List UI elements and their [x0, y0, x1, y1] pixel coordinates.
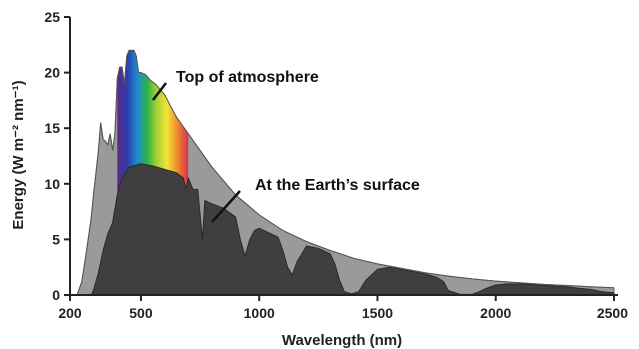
top-of-atmosphere-label: Top of atmosphere [176, 69, 319, 86]
y-tick-label: 25 [44, 9, 60, 25]
x-axis-title: Wavelength (nm) [282, 332, 402, 349]
x-tick-label: 2000 [480, 305, 511, 321]
top-of-atmosphere-outline [76, 49, 615, 296]
y-tick-label: 15 [44, 120, 60, 136]
y-tick-label: 5 [52, 231, 60, 247]
x-tick-label: 1000 [244, 305, 275, 321]
y-axis-title: Energy (W m⁻² nm⁻¹) [10, 80, 27, 229]
x-tick-label: 200 [58, 305, 82, 321]
x-tick-label: 500 [129, 305, 153, 321]
y-tick-label: 20 [44, 65, 60, 81]
x-tick-label: 1500 [362, 305, 393, 321]
earth-surface-label: At the Earth’s surface [255, 177, 420, 194]
axes [69, 17, 618, 296]
top-of-atmosphere-pointer [152, 82, 167, 101]
ticks: 0 5 10 15 20 25 200 500 1000 1500 2000 2500 [44, 9, 628, 321]
x-tick-label: 2500 [597, 305, 628, 321]
earth-surface-pointer [211, 190, 241, 223]
y-tick-label: 10 [44, 176, 60, 192]
y-tick-label: 0 [52, 287, 60, 303]
earth-surface-area [90, 163, 615, 296]
